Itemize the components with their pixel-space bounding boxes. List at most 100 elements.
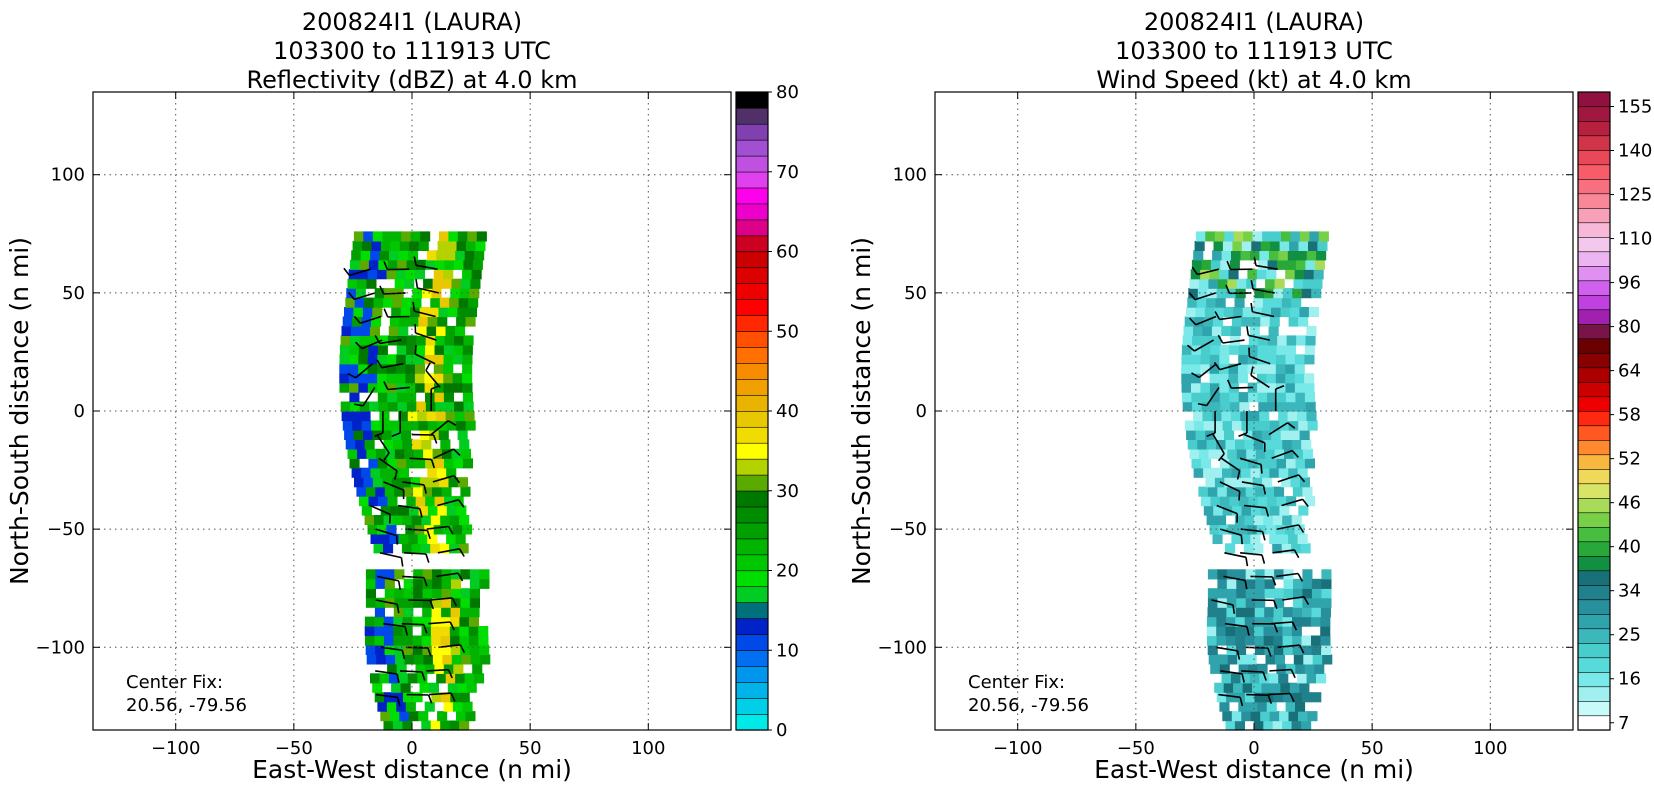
- wind-barb-flag: [459, 644, 466, 654]
- wind-barb: [1219, 362, 1242, 371]
- colorbar-segment: [1577, 526, 1611, 543]
- colorbar-tick-label: 40: [776, 401, 799, 422]
- wind-barb: [369, 504, 391, 516]
- colorbar-segment: [1577, 613, 1611, 630]
- colorbar-segment: [1577, 135, 1611, 151]
- wind-barb-flag: [1267, 647, 1272, 657]
- colorbar-segment: [735, 267, 769, 285]
- wind-barb-flag: [1273, 600, 1278, 609]
- wind-barb-flag: [414, 345, 417, 355]
- wind-barb-flag: [1267, 694, 1273, 704]
- wind-barb-flag: [1217, 453, 1225, 462]
- colorbar-segment: [1577, 367, 1611, 383]
- colorbar: 7 16 25 34 40 46 52 58 64 80 96 110 125 140 155: [1577, 91, 1652, 734]
- colorbar-segment: [1577, 425, 1611, 441]
- wind-barb: [1223, 575, 1246, 582]
- colorbar-segment: [735, 442, 769, 460]
- tick-marks: [93, 92, 731, 730]
- colorbar-segment: [735, 187, 769, 205]
- wind-barb: [1244, 504, 1266, 509]
- wind-barb: [1252, 311, 1275, 318]
- colorbar-segment: [1577, 149, 1611, 166]
- wind-barb: [1241, 481, 1264, 487]
- wind-barb-flag: [1191, 266, 1199, 275]
- colorbar-segment: [735, 299, 769, 316]
- wind-barb-flag: [1236, 650, 1241, 660]
- wind-barb: [375, 599, 398, 605]
- wind-barb: [1219, 481, 1241, 493]
- colorbar-segment: [1577, 381, 1611, 398]
- wind-barb-flag: [429, 600, 435, 610]
- wind-barb: [1220, 670, 1243, 675]
- wind-barb-flag: [425, 362, 431, 371]
- wind-barb: [1269, 668, 1292, 672]
- wind-barb: [401, 622, 424, 626]
- wind-barb-flag: [400, 557, 404, 567]
- wind-barb: [1270, 621, 1293, 625]
- colorbar-segment: [1577, 483, 1611, 499]
- wind-barb-flag: [1236, 470, 1241, 480]
- wind-barb-flag: [1186, 344, 1195, 352]
- wind-barb: [380, 646, 403, 651]
- wind-barb-flag: [374, 335, 381, 344]
- wind-barb: [405, 528, 428, 532]
- colorbar-segment: [1577, 193, 1611, 209]
- colorbar-segment: [1577, 91, 1611, 108]
- x-tick-label: 100: [631, 738, 665, 759]
- center-fix-annotation: Center Fix:: [126, 672, 223, 693]
- wind-barb: [381, 362, 404, 369]
- wind-barb-flag: [447, 669, 453, 679]
- wind-barb: [1218, 693, 1241, 699]
- wind-barb: [437, 499, 459, 507]
- wind-barb: [1244, 433, 1266, 444]
- wind-barb-flag: [1261, 531, 1266, 541]
- wind-barb-flag: [404, 626, 409, 636]
- colorbar-segment: [735, 362, 769, 380]
- colorbar-segment: [1577, 338, 1611, 354]
- tick-marks: [935, 92, 1573, 730]
- wind-barb-flag: [427, 647, 432, 657]
- y-tick-label: −50: [47, 519, 85, 540]
- wind-barb: [1246, 693, 1269, 696]
- colorbar-segment: [735, 586, 769, 604]
- colorbar-tick-label: 7: [1618, 713, 1629, 734]
- colorbar-segment: [1577, 512, 1611, 528]
- wind-barb-flag: [355, 341, 363, 350]
- wind-barb-flag: [1291, 621, 1298, 631]
- wind-barb-flag: [1246, 626, 1250, 636]
- wind-barb: [1276, 524, 1299, 530]
- colorbar-segment: [1577, 671, 1611, 688]
- colorbar-tick-label: 155: [1618, 97, 1652, 118]
- colorbar-segment: [735, 346, 769, 364]
- wind-barb-flag: [1271, 576, 1277, 586]
- colorbar-segment: [1577, 280, 1611, 296]
- wind-barb-flag: [1261, 554, 1266, 564]
- colorbar-segment: [735, 107, 769, 125]
- y-tick-label: −100: [878, 637, 927, 658]
- colorbar-segment: [1577, 396, 1611, 412]
- colorbar-segment: [735, 155, 769, 173]
- wind-barb-flag: [1189, 317, 1197, 326]
- wind-barb-flag: [1188, 292, 1196, 301]
- wind-barb: [415, 332, 437, 341]
- wind-barb: [1221, 457, 1241, 472]
- wind-barb-flag: [1260, 464, 1263, 474]
- wind-barb: [414, 353, 436, 365]
- colorbar-segment: [1577, 178, 1611, 195]
- wind-barb-flag: [447, 420, 457, 426]
- x-tick-label: 100: [1473, 738, 1507, 759]
- y-tick-label: 100: [893, 165, 927, 186]
- colorbar-segment: [1577, 555, 1611, 572]
- wind-barb: [436, 572, 459, 578]
- wind-barb: [428, 621, 451, 625]
- colorbar-tick-label: 25: [1618, 625, 1641, 646]
- wind-barb: [362, 386, 376, 407]
- wind-barb-flag: [1250, 366, 1254, 376]
- colorbar-segment: [735, 474, 769, 492]
- colorbar-tick-label: 96: [1618, 273, 1641, 294]
- colorbar-segment: [1577, 323, 1611, 340]
- wind-barb: [429, 692, 452, 696]
- wind-barb-flag: [450, 692, 456, 702]
- colorbar-tick-label: 40: [1618, 537, 1641, 558]
- wind-barb: [1277, 474, 1299, 483]
